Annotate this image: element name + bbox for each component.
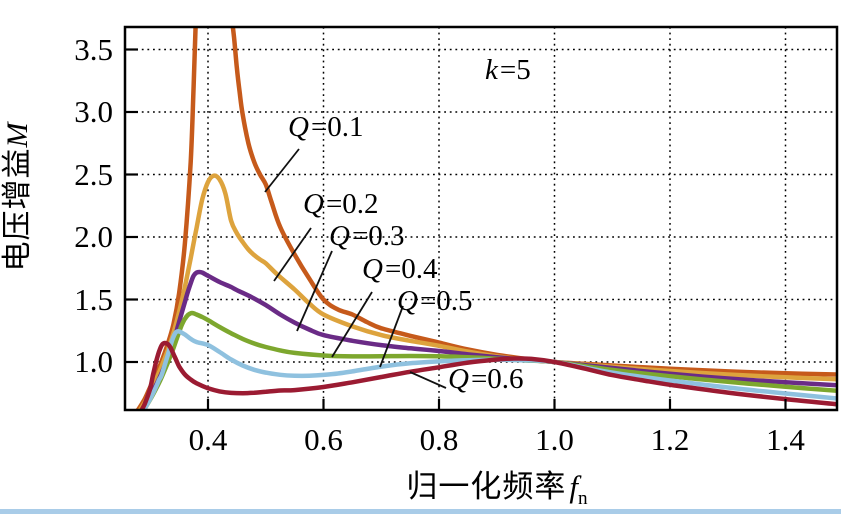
x-tick-label: 1.0	[535, 422, 574, 457]
x-axis-title-subscript: n	[578, 488, 588, 510]
y-tick-label: 3.5	[74, 31, 113, 67]
leader-line	[264, 148, 300, 193]
curve-label-0.3: Q=0.3	[329, 220, 405, 252]
x-axis-title: 归一化频率fn	[357, 469, 637, 514]
y-tick-label: 1.0	[74, 344, 113, 379]
x-tick-label: 0.6	[304, 422, 343, 457]
y-axis-title-symbol: M	[1, 122, 34, 148]
gain-curves	[135, 27, 837, 410]
y-tick-label: 2.5	[74, 156, 113, 192]
y-tick-label: 2.0	[74, 219, 113, 254]
leader-line	[273, 227, 312, 282]
x-tick-label: 0.4	[188, 422, 228, 457]
leader-line	[379, 305, 404, 368]
x-axis-title-text: 归一化频率	[406, 469, 567, 504]
y-tick-label: 1.5	[74, 281, 113, 317]
curve-label-0.1: Q=0.1	[288, 111, 364, 143]
x-axis-title-symbol: f	[569, 469, 578, 504]
curve-label-0.6: Q=0.6	[448, 363, 524, 395]
annotation-leader-lines	[264, 148, 447, 389]
plot-border	[123, 25, 839, 412]
curve-Q=0.6	[139, 340, 837, 410]
curve-label-0.4: Q=0.4	[362, 253, 438, 285]
curve-label-0.5: Q=0.5	[397, 285, 473, 317]
condition-label-k: k=5	[485, 54, 531, 86]
curve-label-0.2: Q=0.2	[303, 188, 379, 220]
leader-line	[296, 250, 333, 332]
leader-line	[331, 291, 373, 358]
y-axis-title: 电压增益M	[0, 117, 36, 277]
x-tick-label: 1.4	[766, 422, 805, 457]
leader-line	[409, 371, 447, 389]
y-axis-title-text: 电压增益	[1, 147, 34, 272]
axis-tick-marks	[125, 48, 787, 410]
y-tick-label: 3.0	[74, 94, 113, 129]
x-tick-label: 1.2	[650, 422, 690, 457]
x-tick-label: 0.8	[419, 422, 459, 457]
page-edge-strip	[0, 509, 841, 514]
